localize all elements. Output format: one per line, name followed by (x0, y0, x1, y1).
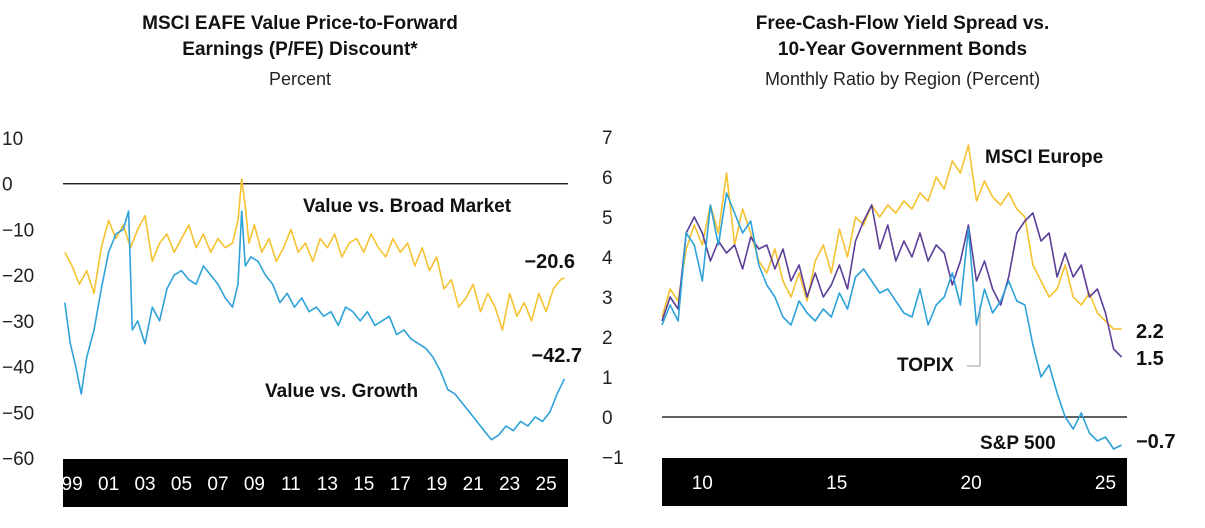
left-x-tick-label: 19 (426, 474, 447, 495)
left-x-tick-label: 01 (98, 474, 119, 495)
right-y-tick-label: 4 (602, 248, 613, 269)
right-series-label: MSCI Europe (985, 147, 1103, 168)
left-end-value-label: −42.7 (531, 345, 582, 367)
right-series-label: S&P 500 (980, 433, 1056, 454)
left-y-tick-label: −30 (2, 312, 34, 333)
left-series-label: Value vs. Growth (265, 381, 418, 402)
left-x-tick-label: 25 (536, 474, 557, 495)
right-y-tick-label: 7 (602, 128, 613, 149)
right-y-tick-label: 0 (602, 408, 613, 429)
left-x-tick-label: 09 (244, 474, 265, 495)
right-y-tick-label: 6 (602, 168, 613, 189)
right-y-tick-label: −1 (602, 448, 624, 469)
right-series-line-topix (661, 204, 1123, 358)
left-series-label: Value vs. Broad Market (303, 196, 512, 217)
left-x-tick-label: 13 (317, 474, 338, 495)
left-series-line-value-vs-growth (64, 210, 566, 441)
left-y-tick-label: 0 (2, 175, 13, 196)
right-end-value-label: 2.2 (1136, 321, 1164, 343)
left-x-tick-label: 15 (353, 474, 374, 495)
right-x-axis-bar (662, 458, 1127, 506)
left-x-tick-label: 05 (171, 474, 192, 495)
left-y-tick-label: 10 (2, 129, 23, 150)
right-series-line-msci-europe (661, 144, 1122, 330)
left-chart-title-line1: MSCI EAFE Value Price-to-Forward (142, 13, 458, 34)
right-x-tick-label: 10 (692, 473, 713, 494)
left-y-tick-label: −20 (2, 266, 34, 287)
left-x-tick-label: 03 (134, 474, 155, 495)
right-series-label: TOPIX (897, 355, 954, 376)
right-chart-subtitle: Monthly Ratio by Region (Percent) (764, 69, 1041, 89)
right-series-line-s-p-500 (661, 192, 1122, 450)
right-x-tick-label: 20 (961, 473, 982, 494)
left-x-tick-label: 23 (499, 474, 520, 495)
left-chart-title-line2: Earnings (P/FE) Discount* (182, 39, 418, 60)
right-chart-title-line1: Free-Cash-Flow Yield Spread vs. (755, 13, 1050, 34)
left-x-axis-bar (63, 459, 568, 507)
left-x-tick-label: 99 (62, 474, 83, 495)
left-y-tick-label: −60 (2, 449, 34, 470)
right-chart-panel: Free-Cash-Flow Yield Spread vs. 10-Year … (600, 0, 1205, 528)
left-chart-panel: MSCI EAFE Value Price-to-Forward Earning… (0, 0, 600, 528)
right-end-value-label: 1.5 (1136, 348, 1164, 370)
left-chart-subtitle: Percent (268, 69, 332, 89)
left-chart-plot: 10 0 −10 −20 −30 −40 −50 −60 99 01 03 05 07 09 11 13 15 1… (2, 129, 582, 507)
right-y-tick-label: 3 (602, 288, 613, 309)
left-series-line-value-vs-broad-market (64, 178, 565, 331)
right-chart-title-line2: 10-Year Government Bonds (777, 39, 1028, 60)
right-x-tick-label: 15 (826, 473, 847, 494)
right-x-tick-label: 25 (1095, 473, 1116, 494)
right-y-tick-label: 1 (602, 368, 613, 389)
left-y-tick-label: −10 (2, 220, 34, 241)
left-end-value-label: −20.6 (524, 251, 575, 273)
right-y-tick-label: 5 (602, 208, 613, 229)
left-y-tick-label: −50 (2, 403, 34, 424)
left-x-tick-label: 21 (463, 474, 484, 495)
left-x-tick-label: 17 (390, 474, 411, 495)
left-y-tick-label: −40 (2, 358, 34, 379)
right-end-value-label: −0.7 (1136, 431, 1175, 453)
left-x-tick-label: 07 (207, 474, 228, 495)
left-x-tick-label: 11 (281, 474, 301, 495)
right-y-tick-label: 2 (602, 328, 613, 349)
